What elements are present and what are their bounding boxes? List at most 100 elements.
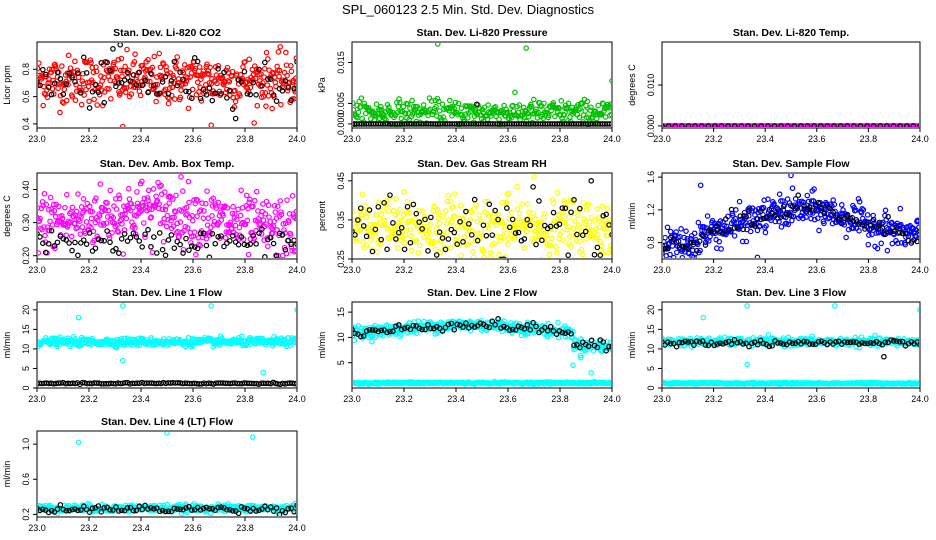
- data-point: [518, 324, 525, 331]
- data-point: [588, 104, 594, 111]
- data-point: [737, 213, 744, 219]
- data-point: [409, 97, 415, 104]
- data-point: [384, 329, 390, 336]
- data-point: [145, 187, 152, 194]
- data-point: [189, 243, 195, 249]
- data-point: [104, 59, 110, 66]
- data-point: [151, 53, 158, 60]
- data-point: [196, 64, 203, 70]
- x-tick-label: 23.8: [860, 394, 878, 404]
- data-point: [800, 215, 806, 222]
- y-axis-label: degrees C: [627, 64, 637, 106]
- data-point: [422, 326, 428, 333]
- data-point: [609, 343, 611, 350]
- data-point: [590, 348, 597, 354]
- data-point: [246, 56, 253, 63]
- data-point: [182, 80, 189, 87]
- data-point: [760, 204, 767, 211]
- data-point: [763, 223, 769, 229]
- data-point: [255, 208, 261, 214]
- data-point: [357, 227, 364, 233]
- data-point: [78, 240, 84, 246]
- data-point: [874, 245, 881, 252]
- data-point: [845, 226, 852, 233]
- data-point: [452, 99, 459, 106]
- data-point: [778, 224, 785, 230]
- data-point: [263, 221, 269, 227]
- y-tick-label: 10: [336, 332, 346, 342]
- data-point: [455, 100, 462, 107]
- data-point: [122, 210, 128, 217]
- data-point: [258, 71, 264, 77]
- data-point: [508, 209, 515, 216]
- data-point: [434, 207, 441, 213]
- data-point: [92, 245, 99, 252]
- data-point: [218, 90, 224, 97]
- data-point: [722, 216, 729, 222]
- data-point: [89, 248, 96, 254]
- data-point: [683, 228, 689, 234]
- data-point: [436, 210, 442, 217]
- data-point: [688, 239, 694, 246]
- data-point: [468, 322, 475, 329]
- data-point: [163, 203, 169, 209]
- data-point: [501, 256, 507, 258]
- data-point: [171, 96, 178, 102]
- data-point: [685, 245, 691, 251]
- data-point: [52, 245, 58, 252]
- data-point: [285, 237, 292, 244]
- data-point: [824, 123, 831, 127]
- data-point: [230, 203, 236, 210]
- data-point: [888, 337, 894, 343]
- data-point: [118, 55, 125, 62]
- data-point: [98, 237, 105, 244]
- data-point: [197, 95, 204, 102]
- data-point: [276, 230, 283, 237]
- data-point: [553, 244, 559, 250]
- data-point: [840, 207, 846, 213]
- data-point: [264, 82, 271, 88]
- data-point: [148, 70, 154, 77]
- data-point: [681, 234, 687, 241]
- data-point: [160, 238, 167, 245]
- data-point: [478, 217, 484, 224]
- data-point: [476, 105, 483, 112]
- data-point: [194, 213, 200, 219]
- data-point: [284, 197, 290, 203]
- data-point: [870, 216, 877, 223]
- data-point: [663, 234, 668, 241]
- data-point: [754, 216, 761, 222]
- data-point: [170, 72, 176, 79]
- data-point: [766, 343, 773, 350]
- data-point: [404, 101, 411, 107]
- data-point: [261, 65, 268, 72]
- points-group: [38, 174, 296, 258]
- data-point: [663, 123, 665, 127]
- data-point: [232, 115, 239, 122]
- data-point: [218, 217, 225, 223]
- data-point: [52, 213, 59, 220]
- data-point: [372, 226, 379, 233]
- data-point: [500, 233, 507, 239]
- data-point: [678, 226, 684, 232]
- data-point: [679, 123, 685, 127]
- data-point: [568, 243, 574, 249]
- data-point: [411, 109, 418, 115]
- data-point: [131, 59, 138, 65]
- data-point: [202, 200, 209, 207]
- chart-title: Stan. Dev. Line 2 Flow: [427, 287, 538, 299]
- data-point: [384, 246, 390, 253]
- y-tick-label: 5: [21, 366, 31, 371]
- data-point: [606, 220, 611, 226]
- data-point: [496, 251, 502, 258]
- data-point: [688, 235, 694, 242]
- data-point: [140, 220, 147, 226]
- data-point: [139, 62, 146, 69]
- data-point: [159, 206, 166, 213]
- x-tick-label: 23.6: [808, 265, 826, 275]
- data-point: [760, 215, 767, 222]
- data-point: [498, 256, 504, 258]
- data-point: [396, 99, 403, 106]
- data-point: [546, 112, 552, 118]
